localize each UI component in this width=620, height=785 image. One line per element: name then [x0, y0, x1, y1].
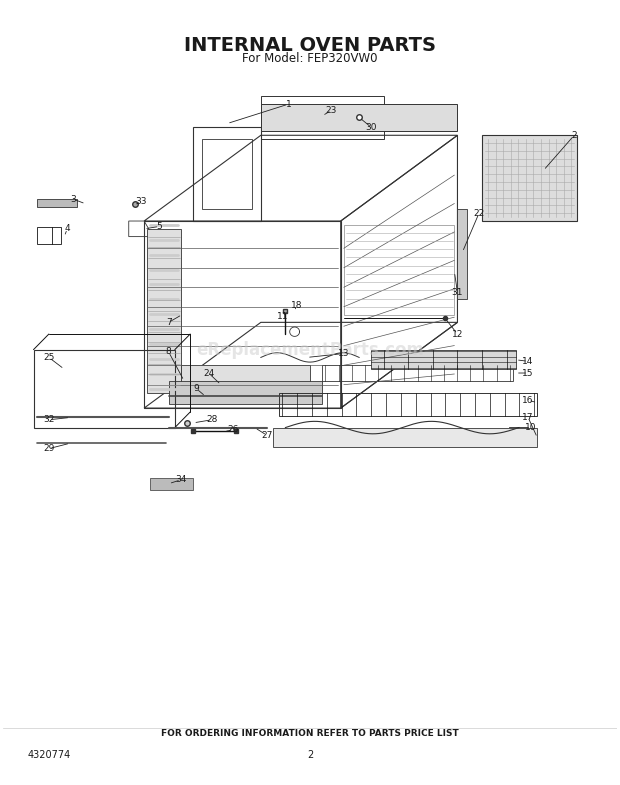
Text: 2: 2 [572, 131, 577, 140]
Text: INTERNAL OVEN PARTS: INTERNAL OVEN PARTS [184, 36, 436, 55]
Polygon shape [150, 478, 193, 490]
Polygon shape [181, 365, 310, 400]
Text: 27: 27 [261, 431, 273, 440]
Polygon shape [273, 428, 538, 447]
Text: 22: 22 [473, 209, 485, 217]
Text: 13: 13 [338, 349, 350, 358]
Polygon shape [147, 228, 181, 392]
Text: 32: 32 [43, 415, 55, 424]
Text: 4320774: 4320774 [27, 750, 71, 760]
Text: 25: 25 [43, 353, 55, 362]
Text: 16: 16 [523, 396, 534, 405]
Text: 11: 11 [277, 312, 288, 320]
Text: 33: 33 [135, 197, 147, 206]
Text: 26: 26 [228, 425, 239, 434]
Text: 9: 9 [193, 384, 199, 393]
Text: 17: 17 [523, 413, 534, 422]
Text: 30: 30 [366, 123, 377, 132]
Text: 5: 5 [157, 222, 162, 231]
Polygon shape [371, 349, 516, 369]
Polygon shape [169, 381, 322, 404]
Polygon shape [261, 104, 458, 131]
Text: 4: 4 [64, 225, 70, 233]
Text: 23: 23 [326, 106, 337, 115]
Text: 24: 24 [203, 368, 215, 378]
Polygon shape [37, 199, 76, 207]
Text: 29: 29 [43, 444, 55, 453]
Text: 10: 10 [526, 423, 537, 432]
Polygon shape [458, 210, 467, 299]
Text: 14: 14 [523, 357, 534, 366]
Polygon shape [482, 135, 577, 221]
Text: 28: 28 [206, 415, 218, 424]
Text: 7: 7 [166, 318, 172, 327]
Text: 8: 8 [166, 348, 172, 356]
Text: For Model: FEP320VW0: For Model: FEP320VW0 [242, 53, 378, 65]
Text: 31: 31 [452, 288, 463, 298]
Text: 15: 15 [523, 368, 534, 378]
Text: FOR ORDERING INFORMATION REFER TO PARTS PRICE LIST: FOR ORDERING INFORMATION REFER TO PARTS … [161, 729, 459, 739]
Text: 34: 34 [175, 475, 187, 484]
Text: 1: 1 [286, 100, 291, 108]
Text: 12: 12 [452, 330, 463, 338]
Text: 3: 3 [71, 195, 76, 203]
Text: eReplacementParts.com: eReplacementParts.com [196, 341, 424, 359]
Text: 2: 2 [307, 750, 313, 760]
Text: 18: 18 [291, 301, 302, 310]
